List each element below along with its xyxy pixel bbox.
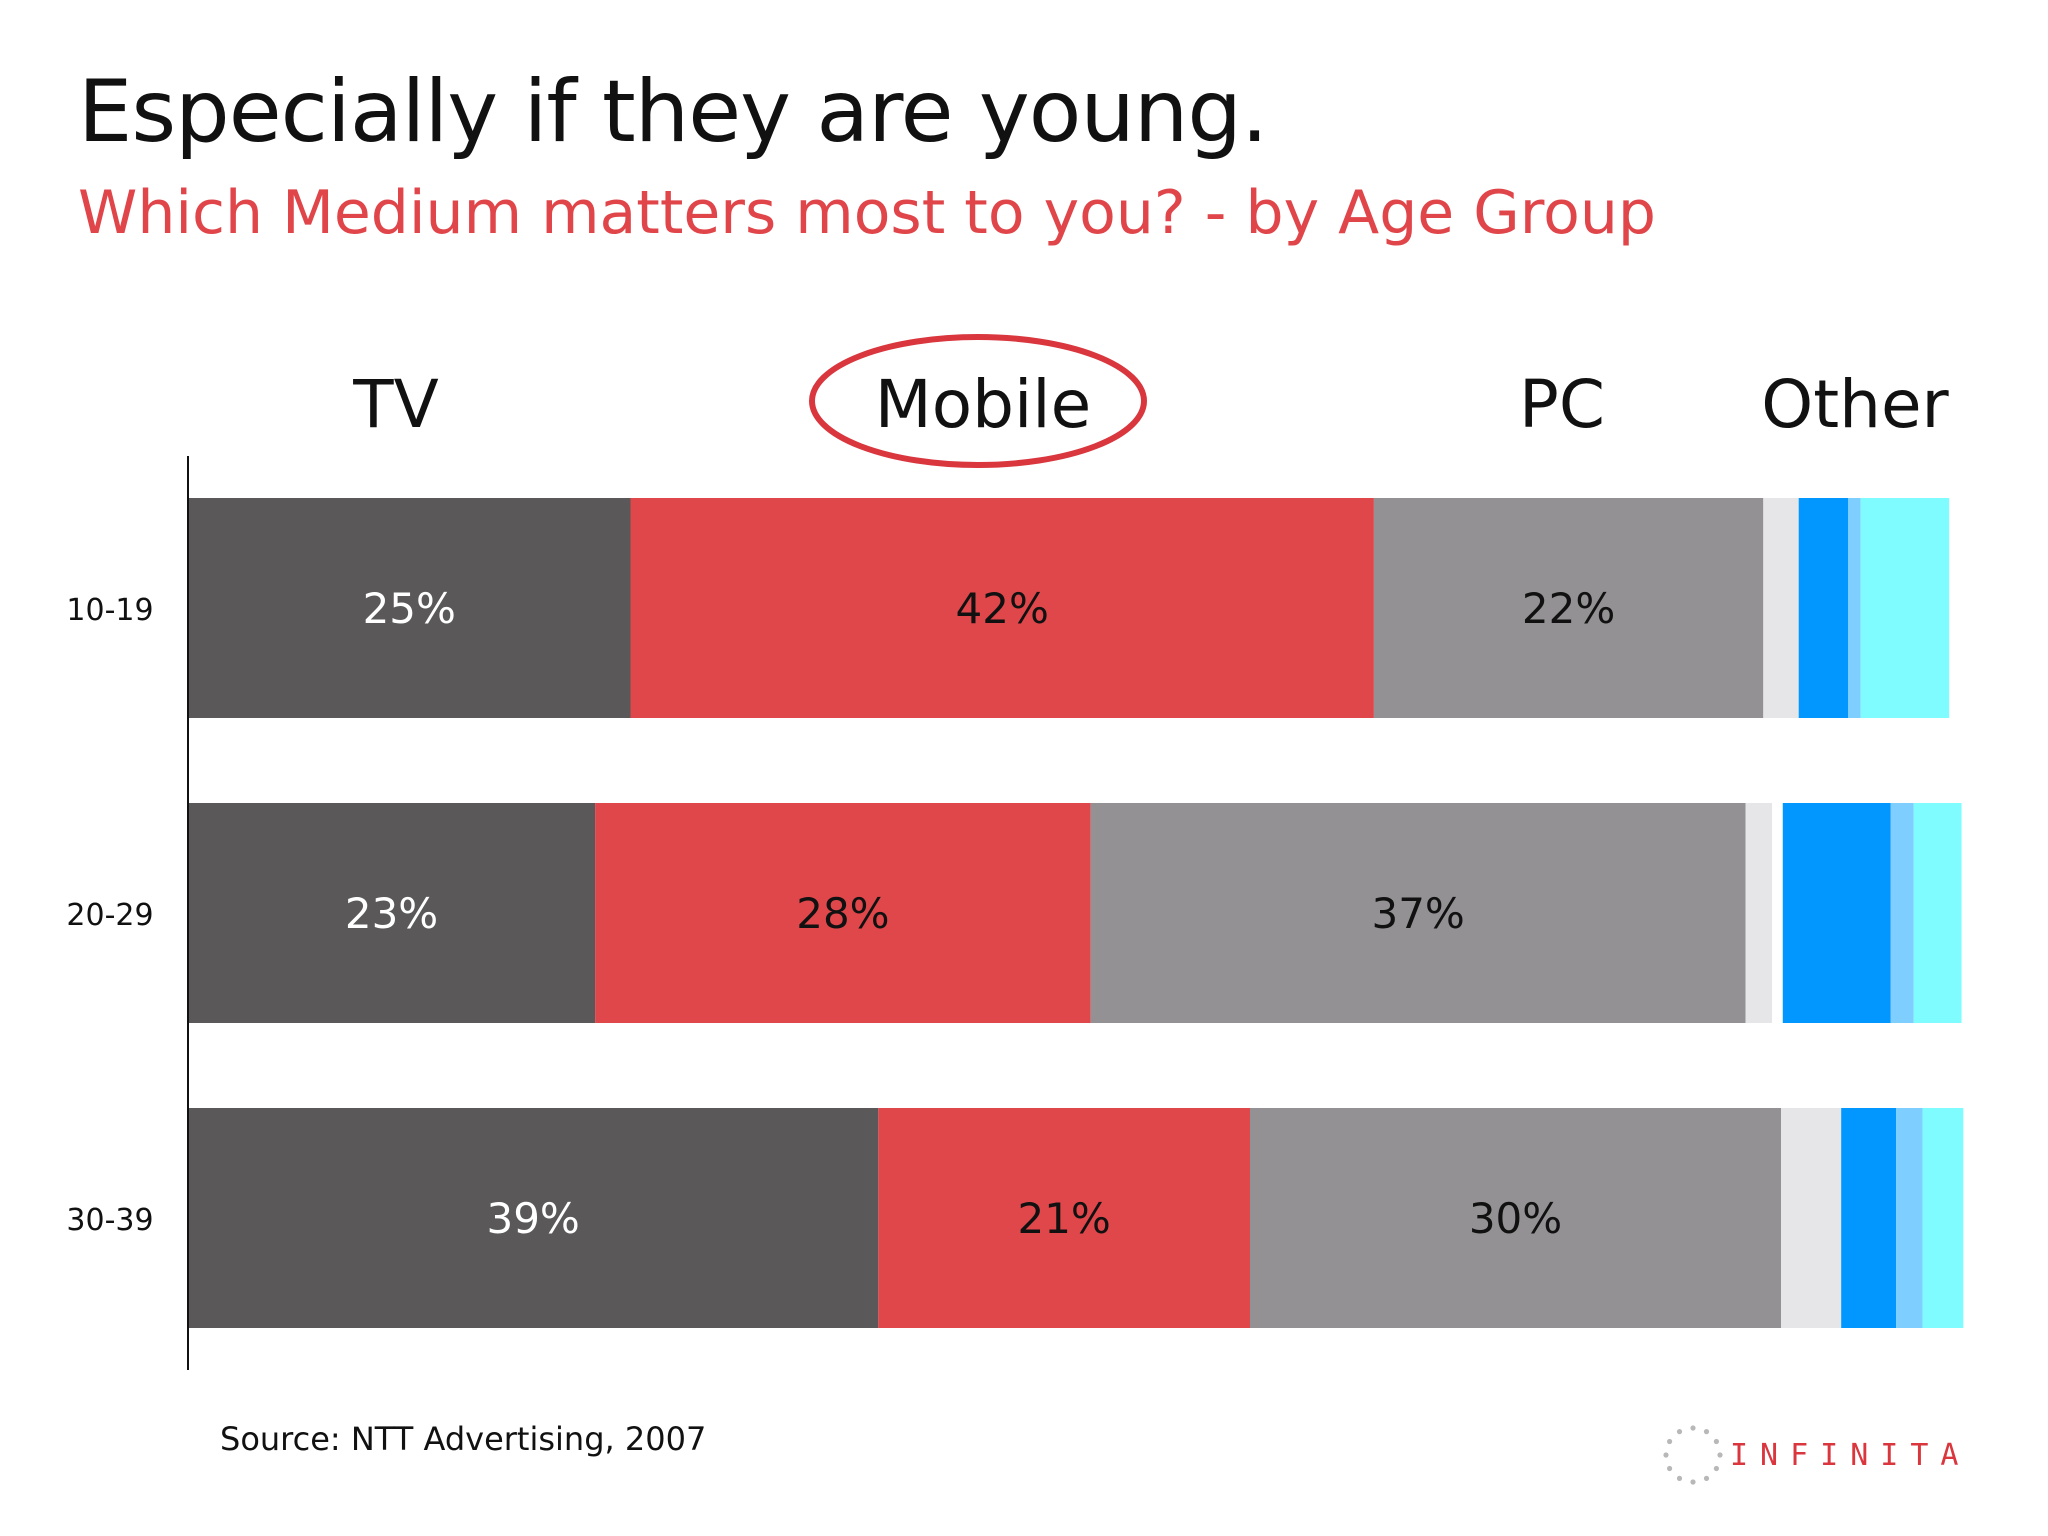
highlight-ellipse (809, 334, 1147, 468)
category-label-30-39: 30-39 (66, 1203, 153, 1238)
bar-segment-30-39-other-3 (1781, 1108, 1842, 1328)
bar-segment-20-29-tv (188, 803, 596, 1023)
data-label-10-19-tv: 25% (363, 584, 456, 633)
column-header-mobile: Mobile (875, 366, 1092, 443)
bar-segment-30-39-tv (188, 1108, 879, 1328)
bar-segment-20-29-other-6 (1890, 803, 1914, 1023)
data-label-30-39-mobile: 21% (1017, 1194, 1110, 1243)
bar-segment-20-29-other-4 (1772, 803, 1783, 1023)
slide-title: Especially if they are young. (78, 62, 1268, 162)
bar-segment-10-19-other-3 (1763, 498, 1799, 718)
bar-segment-10-19-pc (1373, 498, 1764, 718)
bar-segment-30-39-other-5 (1841, 1108, 1897, 1328)
data-label-30-39-pc: 30% (1469, 1194, 1562, 1243)
bar-segment-30-39-other-6 (1896, 1108, 1923, 1328)
bar-segment-30-39-pc (1250, 1108, 1781, 1328)
category-label-20-29: 20-29 (66, 898, 153, 933)
bar-segment-20-29-other-7 (1913, 803, 1962, 1023)
data-label-30-39-tv: 39% (486, 1194, 579, 1243)
logo-text: INFINITA (1730, 1438, 1971, 1473)
category-label-10-19: 10-19 (66, 593, 153, 628)
bar-segment-10-19-other-5 (1798, 498, 1849, 718)
bar-segment-20-29-mobile (595, 803, 1091, 1023)
dotted-circle-icon (1663, 1425, 1723, 1485)
bar-segment-10-19-other-6 (1848, 498, 1861, 718)
data-label-20-29-tv: 23% (345, 889, 438, 938)
column-header-pc: PC (1519, 366, 1605, 443)
data-label-20-29-pc: 37% (1371, 889, 1464, 938)
slide-subtitle: Which Medium matters most to you? - by A… (78, 178, 1656, 248)
data-label-10-19-mobile: 42% (956, 584, 1049, 633)
column-header-tv: TV (352, 366, 438, 443)
bar-segment-20-29-other-5 (1782, 803, 1891, 1023)
bar-segment-10-19-mobile (630, 498, 1374, 718)
bar-segment-30-39-mobile (878, 1108, 1250, 1328)
data-label-10-19-pc: 22% (1522, 584, 1615, 633)
data-label-20-29-mobile: 28% (796, 889, 889, 938)
bar-segment-30-39-other-7 (1922, 1108, 1964, 1328)
column-header-other: Other (1761, 366, 1949, 443)
source-note: Source: NTT Advertising, 2007 (220, 1420, 707, 1458)
infinita-logo: INFINITA (1658, 1420, 1988, 1490)
bar-segment-20-29-other-3 (1745, 803, 1773, 1023)
bar-segment-20-29-pc (1090, 803, 1746, 1023)
bar-segment-10-19-other-7 (1860, 498, 1950, 718)
bar-segment-10-19-tv (188, 498, 631, 718)
